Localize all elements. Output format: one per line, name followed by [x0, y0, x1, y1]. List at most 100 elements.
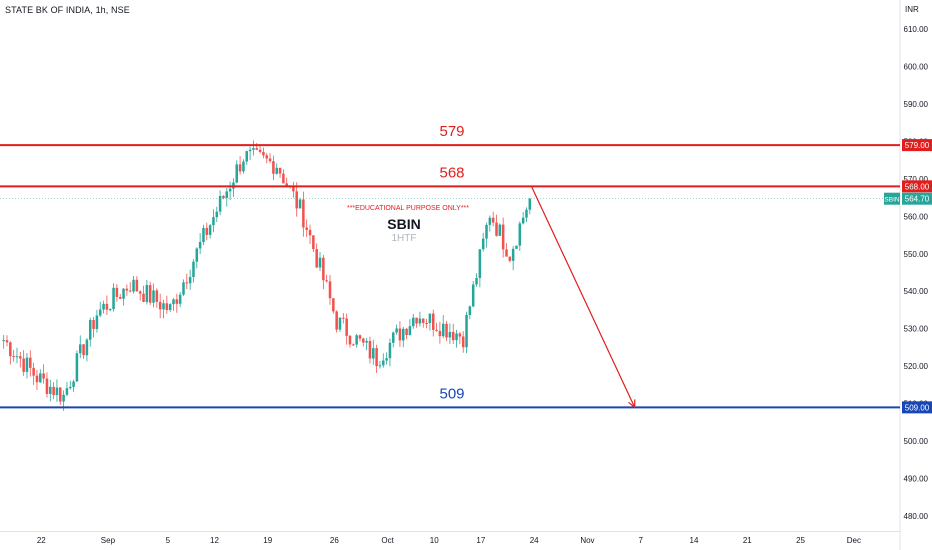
candle-body	[45, 378, 49, 394]
candle-body	[385, 358, 388, 361]
candle-body	[125, 288, 129, 291]
last-price-symbol-box	[884, 192, 900, 205]
x-tick-label: 14	[690, 536, 699, 545]
candle-body	[115, 287, 119, 297]
candle-body	[185, 282, 189, 284]
candle-body	[322, 257, 325, 281]
candle-body	[59, 387, 62, 402]
candle-body	[55, 387, 59, 396]
currency-label: INR	[905, 5, 919, 14]
chart-title: STATE BK OF INDIA, 1h, NSE	[5, 5, 130, 15]
candle-body	[5, 340, 9, 343]
x-tick-label: 24	[530, 536, 539, 545]
timeframe-annotation: 1HTF	[392, 233, 417, 244]
candle-body	[222, 195, 225, 198]
candle-body	[198, 242, 202, 249]
support-509-price-box	[902, 401, 932, 414]
candle-body	[388, 342, 392, 359]
x-tick-label: 17	[476, 536, 485, 545]
candle-body	[152, 290, 155, 303]
last-price-symbol: SBIN	[884, 197, 899, 204]
candle-body	[118, 296, 122, 299]
y-tick-label: 530.00	[904, 325, 929, 334]
candle-body	[69, 386, 72, 389]
candle-body	[332, 298, 335, 312]
watermark-text: ***EDUCATIONAL PURPOSE ONLY***	[347, 205, 469, 212]
candle-body	[408, 326, 412, 336]
candle-body	[175, 299, 179, 304]
candle-body	[402, 328, 405, 341]
candle-body	[19, 356, 22, 359]
candle-body	[52, 386, 55, 396]
y-tick-label: 540.00	[904, 287, 929, 296]
candle-body	[282, 173, 285, 184]
x-tick-label: 25	[796, 536, 805, 545]
candle-body	[15, 356, 19, 358]
candle-body	[445, 323, 448, 338]
candle-body	[138, 291, 142, 294]
candle-body	[465, 314, 468, 348]
candle-body	[491, 217, 495, 223]
candle-body	[262, 152, 265, 156]
candle-body	[32, 367, 35, 376]
candle-body	[75, 353, 79, 382]
candle-body	[85, 339, 89, 356]
last-price-box	[902, 192, 932, 205]
last-price-text: 564.70	[905, 195, 930, 204]
candle-body	[478, 249, 482, 279]
candle-body	[182, 282, 185, 295]
candle-body	[431, 313, 435, 330]
candle-body	[318, 257, 322, 268]
candle-body	[528, 198, 532, 210]
candle-body	[328, 281, 332, 299]
y-tick-label: 550.00	[904, 250, 929, 259]
x-tick-label: Oct	[381, 536, 394, 545]
support-509-price-text: 509.00	[905, 403, 930, 412]
candle-body	[382, 360, 385, 366]
candle-body	[505, 249, 508, 257]
candle-body	[172, 299, 175, 305]
projection-arrow-line	[530, 186, 636, 408]
candle-body	[352, 344, 355, 346]
candle-body	[65, 388, 69, 395]
candle-body	[362, 338, 365, 343]
candle-body	[421, 318, 425, 323]
candle-body	[498, 224, 502, 236]
candle-body	[338, 317, 342, 330]
candle-body	[12, 356, 15, 358]
candle-body	[208, 225, 212, 235]
candle-body	[275, 167, 278, 174]
candle-body	[521, 217, 525, 224]
candle-body	[438, 330, 442, 337]
candle-body	[378, 365, 382, 367]
y-tick-label: 600.00	[904, 62, 929, 71]
candle-body	[345, 318, 348, 336]
candle-body	[342, 317, 345, 319]
candle-body	[495, 222, 498, 236]
candle-body	[325, 280, 328, 282]
candle-body	[365, 340, 368, 343]
candle-body	[518, 223, 522, 246]
candle-body	[235, 164, 239, 183]
candle-body	[312, 235, 315, 250]
x-tick-label: 5	[166, 536, 171, 545]
candle-body	[292, 185, 295, 192]
candle-body	[102, 303, 105, 310]
candle-body	[272, 161, 275, 174]
resistance-579-label: 579	[439, 123, 464, 140]
resistance-579-price-box	[902, 139, 932, 152]
candle-body	[225, 191, 229, 198]
candle-body	[358, 335, 362, 339]
y-tick-label: 490.00	[904, 475, 929, 484]
candle-body	[461, 336, 465, 348]
candle-body	[228, 188, 232, 192]
candle-body	[415, 317, 418, 324]
candle-body	[215, 211, 219, 218]
candle-body	[335, 311, 338, 330]
candle-body	[9, 342, 12, 357]
candle-body	[92, 319, 95, 329]
symbol-annotation: SBIN	[387, 216, 420, 232]
candle-body	[305, 227, 308, 230]
